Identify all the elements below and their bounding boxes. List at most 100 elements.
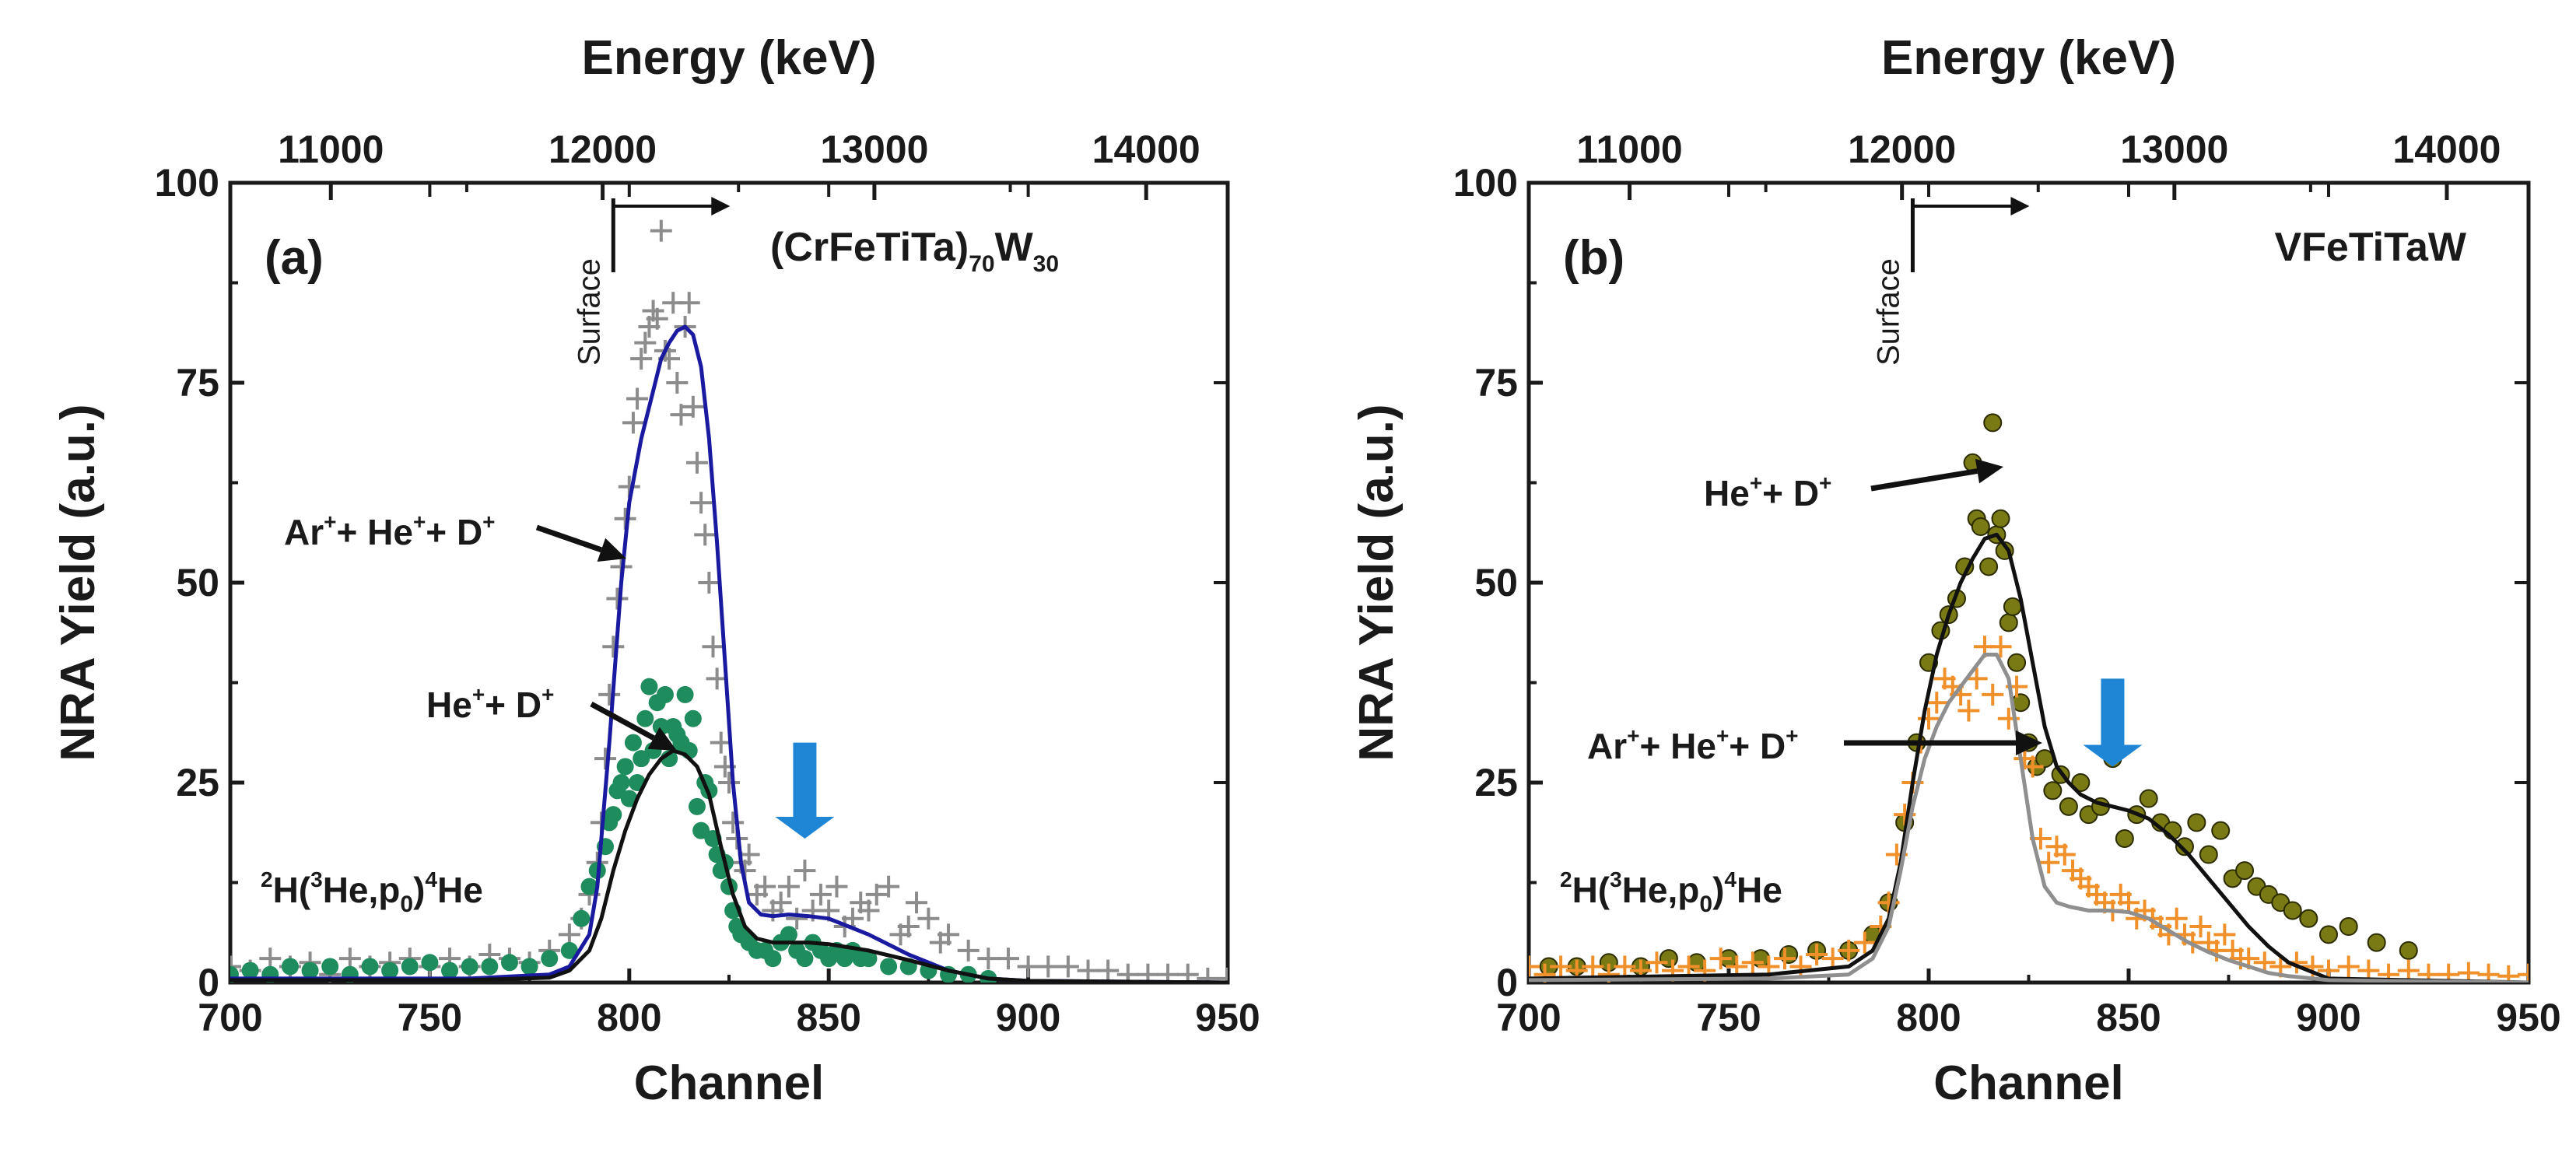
annotation-text: He: [426, 685, 472, 725]
circle-point: [1983, 413, 2003, 433]
x2-tick-label: 11000: [278, 128, 384, 171]
plus-point: [606, 587, 629, 610]
x2-tick-label: 14000: [2392, 128, 2501, 171]
circle-point: [1999, 613, 2018, 632]
x-tick-label: 700: [198, 996, 262, 1039]
reaction-post: ): [1712, 870, 1724, 910]
plus-point: [997, 948, 1019, 970]
annotation-text2: + D: [1762, 473, 1819, 513]
circle-point: [1979, 557, 1999, 576]
plus-point: [1926, 692, 1948, 714]
plus-point: [2337, 955, 2360, 978]
plus-point: [1057, 955, 1079, 978]
plus-point: [1550, 955, 1572, 978]
reaction-sub: 0: [1699, 892, 1712, 917]
x-tick-label: 850: [2096, 996, 2161, 1039]
plus-point: [2165, 907, 2188, 930]
plus-point: [857, 899, 880, 922]
circle-point: [2175, 837, 2194, 856]
annotation-sup: +: [1750, 471, 1762, 495]
plus-point: [722, 811, 745, 834]
x2-tick-label: 12000: [1848, 128, 1956, 171]
plus-point: [558, 923, 580, 946]
annotation-text: Ar: [1587, 726, 1627, 766]
circle-point: [401, 958, 419, 976]
plus-point: [646, 307, 668, 330]
annotation-text3: + D: [1729, 726, 1786, 766]
plus-point: [685, 451, 708, 474]
circle-point: [580, 878, 598, 895]
plus-point: [678, 292, 700, 314]
circle-point: [684, 709, 702, 727]
y-tick-label: 0: [1496, 961, 1518, 1004]
plus-point: [897, 916, 920, 938]
plus-point: [710, 731, 732, 754]
circle-point: [2187, 813, 2206, 832]
sample-label: (CrFeTiTa)70W30: [770, 225, 1059, 277]
annotation-arrow-head: [647, 727, 677, 751]
x2-tick-label: 14000: [1092, 128, 1200, 171]
x-tick-label: 700: [1496, 996, 1561, 1039]
reaction-end: He: [1737, 870, 1782, 910]
circle-point: [624, 734, 642, 751]
circle-point: [2007, 653, 2027, 672]
reaction-mid: He,p: [1622, 870, 1700, 910]
plus-point: [1806, 944, 1828, 966]
plus-point: [2053, 843, 2076, 866]
circle-point: [281, 958, 299, 976]
plus-point: [794, 860, 816, 882]
circle-point: [2199, 845, 2218, 864]
circle-point: [2003, 597, 2022, 616]
circle-point: [640, 678, 658, 695]
plus-point: [2038, 851, 2060, 874]
x-axis-title: Channel: [1933, 1056, 2124, 1110]
reaction-label: 2H(3He,p0)4He: [261, 867, 483, 917]
circle-point: [520, 958, 538, 976]
plus-point: [1838, 939, 1860, 962]
sample-sub2: 30: [1033, 251, 1059, 277]
annotation-text2: + He: [1639, 726, 1716, 766]
annotation-sup: +: [472, 682, 485, 706]
y-axis-title: NRA Yield (a.u.): [51, 404, 105, 761]
circle-point: [656, 685, 674, 703]
plus-point: [1965, 667, 1988, 690]
circle-point: [500, 954, 518, 972]
reaction-mid: He,p: [323, 870, 401, 910]
reaction-post: ): [413, 870, 425, 910]
circle-point: [2043, 781, 2063, 800]
circle-point: [301, 962, 319, 979]
circle-point: [2071, 773, 2091, 792]
plus-point: [977, 948, 1000, 970]
plus-point: [630, 348, 653, 370]
circle-point: [688, 797, 706, 815]
plus-point: [2189, 916, 2212, 938]
plus-point: [682, 395, 704, 418]
plus-point: [1821, 948, 1844, 970]
reaction-sub: 0: [400, 892, 413, 917]
y-axis-title: NRA Yield (a.u.): [1350, 404, 1404, 761]
circle-point: [2139, 789, 2158, 808]
x-tick-label: 800: [597, 996, 661, 1039]
x-tick-label: 950: [2496, 996, 2560, 1039]
circle-point: [2283, 901, 2302, 920]
plus-point: [917, 907, 940, 930]
data-layer: [1529, 413, 2529, 983]
circle-point: [541, 950, 559, 968]
plus-point: [1597, 963, 1620, 983]
annotation-ar-he-d: Ar++ He++ D+: [1587, 723, 1799, 766]
x-tick-label: 900: [2296, 996, 2360, 1039]
reaction-sup1: 2: [1560, 867, 1572, 892]
plus-point: [666, 372, 689, 394]
plus-point: [1529, 955, 1540, 978]
circle-point: [1659, 949, 1678, 969]
panel-b-chart: 700 750 800 850 900 950 0 25 50 75 100 11000 12000 13…: [1350, 31, 2561, 1110]
plus-point: [754, 875, 776, 898]
circle-point: [880, 958, 898, 976]
annotation-arrow-head: [1975, 458, 2003, 484]
annotation-text2: + He: [336, 512, 412, 552]
y-tick-label: 75: [1474, 361, 1518, 405]
y-tick-label: 0: [198, 961, 219, 1004]
y-tick-label: 50: [1474, 561, 1518, 604]
